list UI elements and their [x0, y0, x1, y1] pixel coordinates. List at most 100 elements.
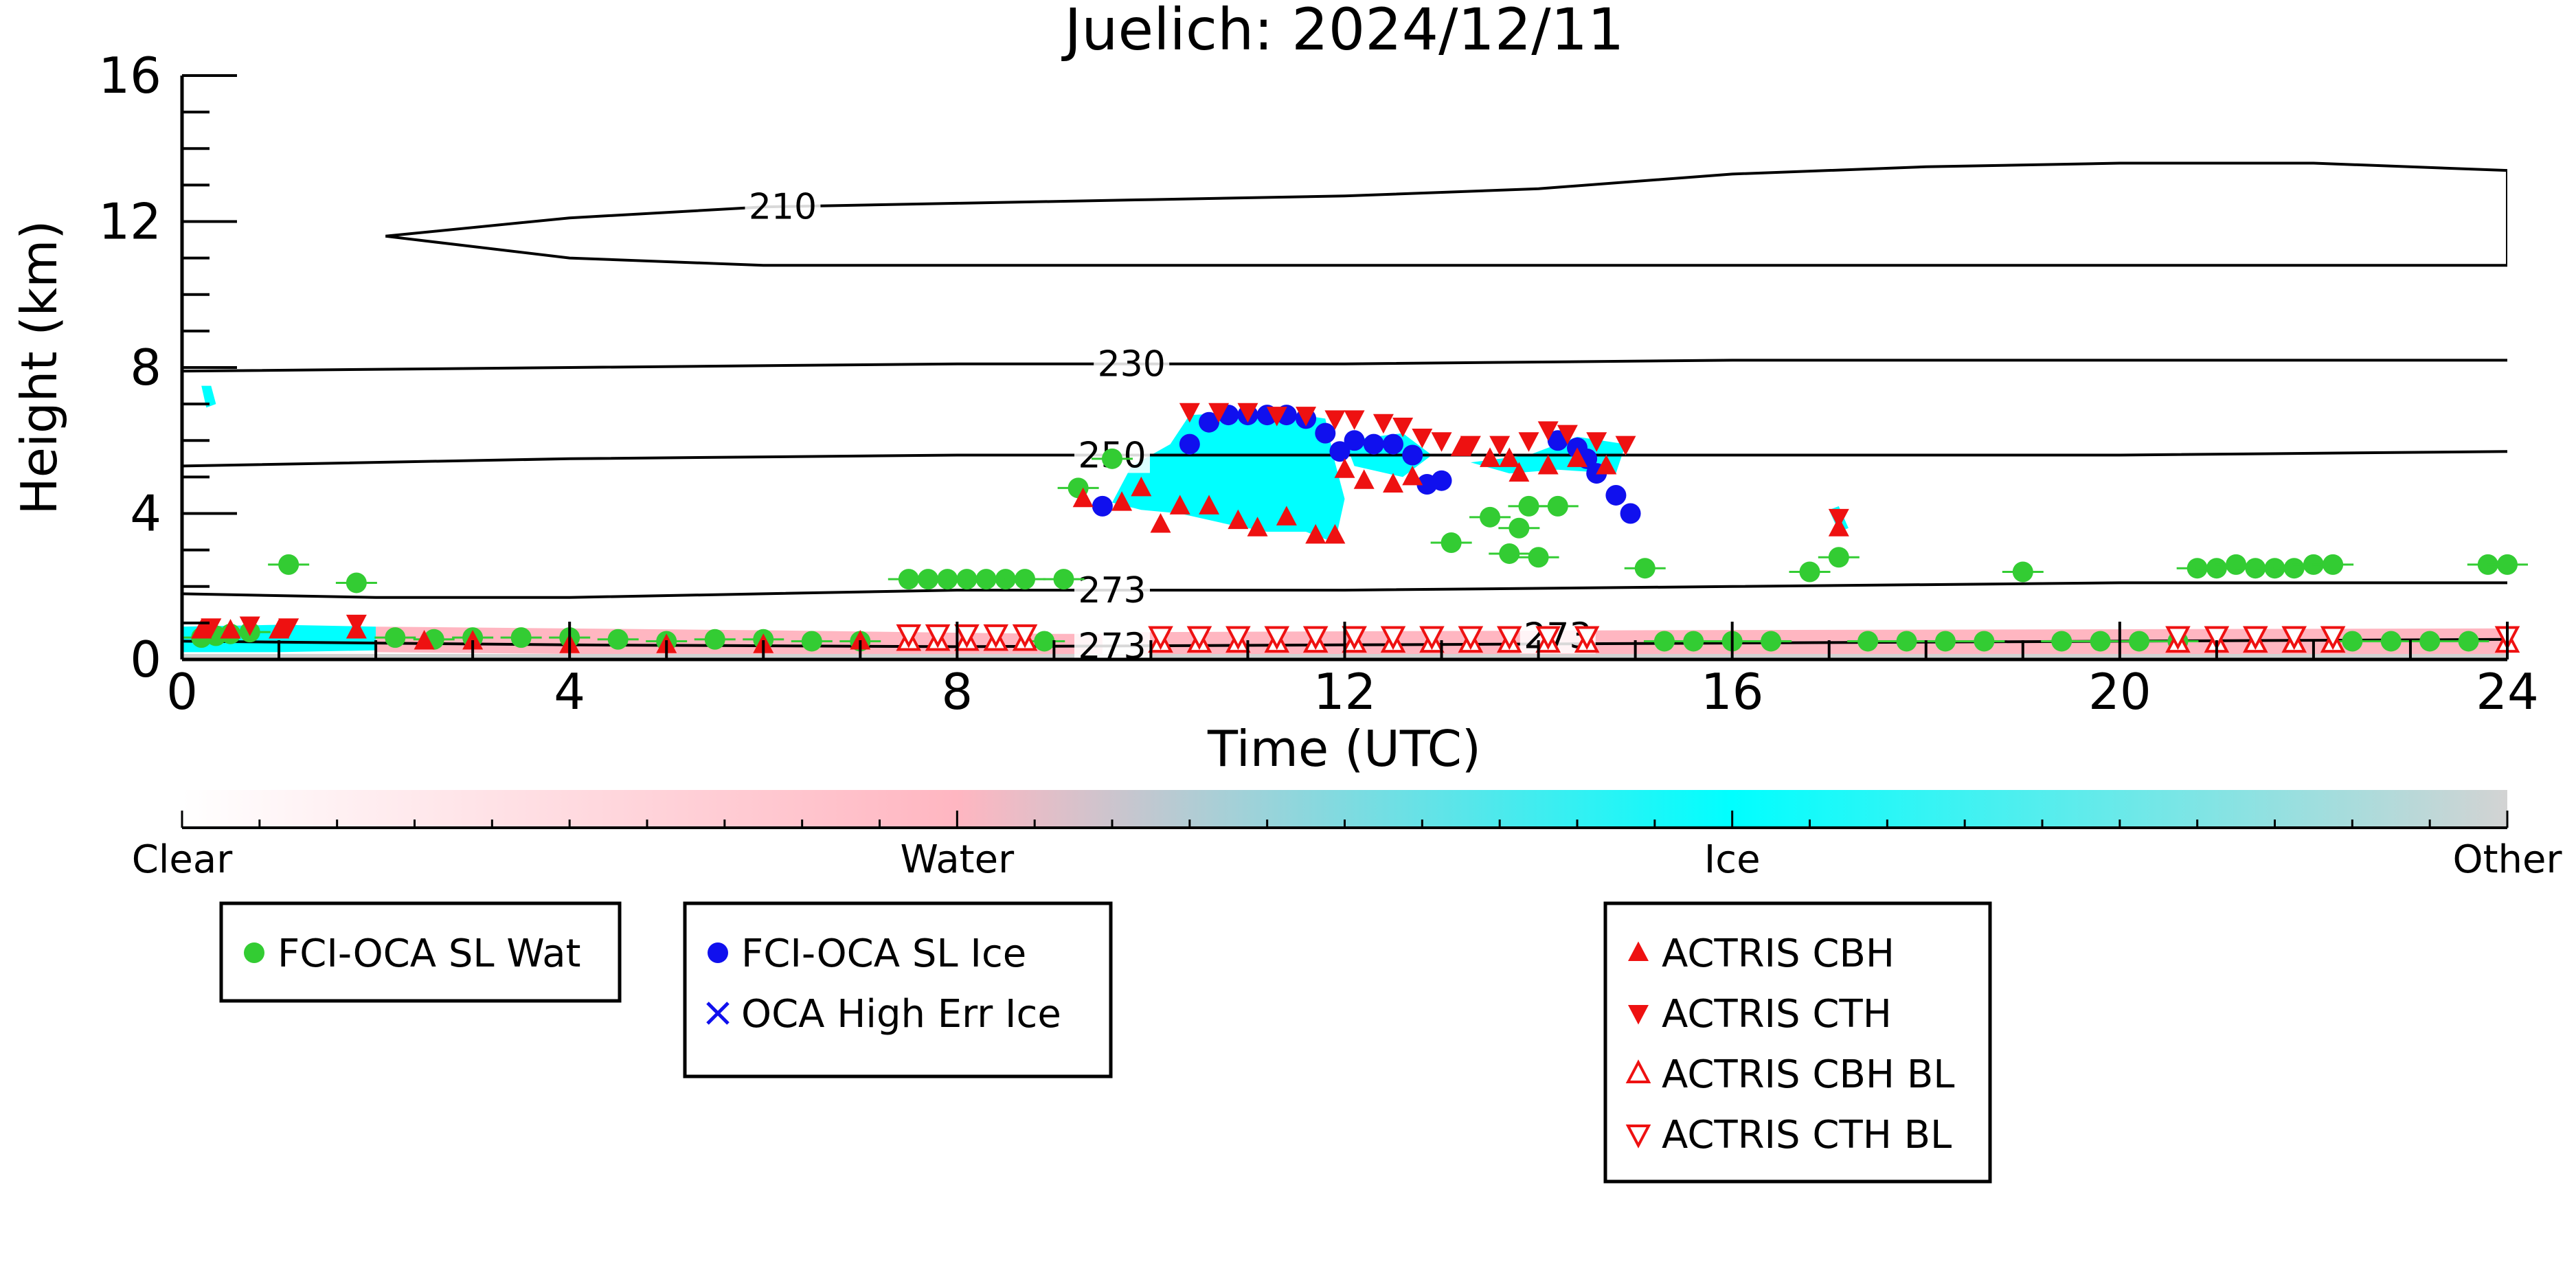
data-point — [1372, 414, 1394, 434]
data-point — [1247, 517, 1268, 536]
legend-marker — [1625, 1125, 1651, 1149]
data-point — [1412, 428, 1433, 449]
data-point — [1148, 626, 1173, 651]
data-point — [1296, 407, 1317, 427]
cloud-phase-patch — [201, 385, 216, 408]
data-point — [1169, 495, 1190, 515]
data-point — [1015, 569, 1036, 590]
data-point — [1072, 487, 1094, 508]
legend-frame — [1603, 901, 1992, 1184]
data-point — [1228, 509, 1249, 530]
data-point — [1974, 631, 1995, 652]
data-point — [346, 614, 367, 635]
legend-label: FCI-OCA SL Ice — [741, 931, 1026, 976]
data-point — [1799, 561, 1820, 583]
data-point — [1179, 403, 1200, 423]
y-tick-label: 4 — [130, 485, 161, 543]
data-point — [1518, 432, 1539, 452]
colorbar-label: Water — [901, 837, 1015, 882]
data-point — [2320, 626, 2346, 651]
data-point — [278, 554, 300, 575]
data-point — [1012, 624, 1038, 648]
temperature-contour — [182, 359, 2507, 373]
data-point — [1264, 626, 1290, 651]
data-point — [1111, 491, 1133, 511]
data-point — [1092, 495, 1113, 517]
contour-label: 273 — [1078, 570, 1146, 611]
data-point — [1431, 432, 1452, 452]
data-point — [1150, 512, 1171, 533]
data-point — [1557, 425, 1578, 445]
contour-label-background — [1094, 343, 1170, 382]
legend-marker — [1625, 1059, 1651, 1083]
data-point — [896, 624, 922, 648]
data-point — [1199, 495, 1220, 515]
data-point — [2206, 558, 2227, 579]
legend-label: OCA High Err Ice — [741, 992, 1061, 1037]
data-point — [1344, 410, 1365, 430]
data-point — [1225, 626, 1251, 651]
data-point — [278, 618, 300, 638]
data-point — [1383, 433, 1404, 455]
data-point — [510, 627, 532, 648]
data-point — [1186, 626, 1212, 651]
colorbar-label: Ice — [1704, 837, 1761, 882]
data-point — [2012, 561, 2033, 583]
data-point — [1324, 523, 1346, 544]
legend-box: ACTRIS CBH ACTRIS CTH ACTRIS CBH BL ACTRIS … — [1603, 901, 1992, 1184]
data-point — [1363, 433, 1384, 455]
data-point — [191, 619, 212, 639]
data-point — [1528, 547, 1549, 568]
contour-label: 210 — [749, 187, 817, 228]
legend-marker — [1628, 1005, 1649, 1025]
data-point — [2226, 554, 2247, 575]
data-point — [1315, 422, 1336, 444]
data-point — [1324, 410, 1346, 430]
legend-marker — [708, 942, 728, 963]
data-point — [850, 629, 871, 650]
data-point — [1828, 547, 1849, 568]
y-tick-label: 0 — [130, 631, 161, 688]
data-point — [1496, 626, 1522, 651]
series-actris-cth-bl — [896, 624, 2520, 651]
data-point — [1392, 418, 1414, 438]
data-point — [1353, 469, 1375, 489]
legend-marker — [706, 1002, 730, 1025]
cloud-phase-patch — [376, 626, 1103, 656]
data-point — [607, 629, 629, 650]
data-point — [239, 616, 260, 637]
legend: FCI-OCA SL Wat FCI-OCA SL Ice OCA High Err… — [219, 901, 1992, 1184]
data-point — [2242, 626, 2268, 651]
x-tick-label: 16 — [1701, 663, 1764, 721]
retrieval-markers — [181, 403, 2528, 653]
data-point — [2323, 554, 2344, 575]
data-point — [1574, 626, 1600, 651]
data-point — [1179, 433, 1200, 455]
data-point — [1828, 508, 1849, 529]
data-point — [1302, 626, 1329, 651]
data-point — [1857, 631, 1879, 652]
axes: 0 4 8 12 16 0 4 8 12 16 20 24 — [98, 47, 2538, 721]
data-point — [801, 631, 822, 652]
data-point — [1518, 495, 1539, 517]
data-point — [1605, 484, 1627, 506]
data-point — [1342, 626, 1367, 651]
x-tick-label: 4 — [554, 663, 585, 721]
data-point — [2281, 626, 2307, 651]
data-point — [1499, 543, 1520, 564]
data-point — [1683, 631, 1704, 652]
data-point — [1537, 421, 1559, 441]
data-point — [2497, 554, 2518, 575]
data-point — [1489, 436, 1511, 456]
data-point — [1402, 444, 1423, 466]
data-point — [1380, 626, 1406, 651]
data-point — [1460, 436, 1481, 456]
data-point — [1535, 626, 1561, 651]
data-point — [1458, 626, 1484, 651]
colorbar-label: Clear — [132, 837, 233, 882]
legend-label: FCI-OCA SL Wat — [278, 931, 581, 976]
data-point — [1237, 403, 1258, 423]
data-point — [2458, 631, 2479, 652]
data-point — [1266, 407, 1287, 427]
contour-label-background — [745, 185, 821, 225]
